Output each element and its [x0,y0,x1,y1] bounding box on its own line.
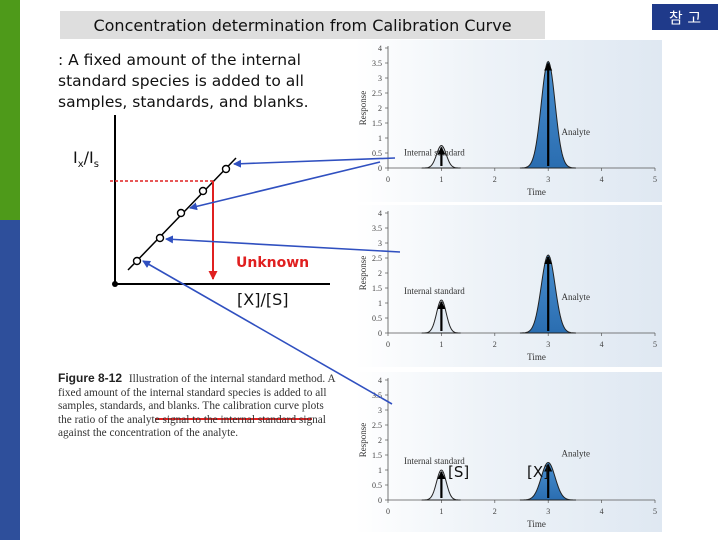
chrom-x-tick-label: 4 [600,507,604,516]
internal-standard-label: Internal standard [404,456,465,466]
chromatogram-1: 4 3.5 3 2.5 2 1.5 1 0.5 00 1 2 3 4 5 Response Time Inter… [358,44,657,197]
peak-height-arrowhead [544,256,553,264]
calib-y-label-main: I [73,148,78,167]
chrom-y-tick-label: 3.5 [372,224,382,233]
chrom-y-label: Response [358,256,368,291]
arrow-panel3-to-point [142,260,393,405]
chrom-x-tick-label: 4 [600,340,604,349]
chrom-y-tick-label: 2.5 [372,421,382,430]
calib-y-label-sub-x: x [77,159,84,171]
accent-bar-green [0,0,20,220]
chrom-y-tick-label: 1 [378,466,382,475]
internal-standard-label: Internal standard [404,286,465,296]
chrom-y-tick-label: 0 [378,164,382,173]
chrom-y-label: Response [358,423,368,458]
slide-title-text: Concentration determination from Calibra… [93,15,512,35]
chrom-x-label: Time [527,519,546,529]
chrom-y-tick-label: 4 [378,376,382,385]
chrom-x-tick-label: 0 [386,507,390,516]
chrom-y-tick-label: 3.5 [372,59,382,68]
reference-badge-text: 참 고 [668,8,702,27]
chromatogram-panel-3 [355,372,662,532]
chrom-y-tick-label: 3 [378,74,382,83]
figure-number: Figure 8-12 [58,371,123,385]
chrom-y-tick-label: 2.5 [372,89,382,98]
s-marker-label: [S] [448,463,470,481]
arrow-panel1-to-unknown [189,161,381,211]
chrom-y-tick-label: 0 [378,329,382,338]
chrom-y-tick-label: 3 [378,406,382,415]
analyte-label: Analyte [562,127,591,137]
chromatogram-2: 4 3.5 3 2.5 2 1.5 1 0.5 00 1 2 3 4 5 Response Time Inter… [358,209,657,362]
chromatogram-3: 43.532.521.510.50012345ResponseTimeInter… [358,376,657,529]
chrom-y-tick-label: 0.5 [372,314,382,323]
description: : A fixed amount of the internal standar… [58,51,309,111]
chrom-x-tick-label: 1 [439,507,443,516]
calib-origin [112,281,118,287]
chrom-y-tick-label: 1 [378,134,382,143]
chromatogram-panel-1 [355,40,662,202]
chrom-y-tick-label: 4 [378,44,382,53]
chrom-x-tick-label: 2 [493,507,497,516]
calib-x-label: [X]/[S] [237,290,289,309]
unknown-label: Unknown [236,255,310,271]
calib-point [176,208,186,218]
chrom-y-tick-label: 0.5 [372,481,382,490]
chrom-x-tick-label: 3 [546,340,550,349]
chrom-x-label: Time [527,352,546,362]
chrom-y-tick-label: 1.5 [372,284,382,293]
chrom-x-tick-label: 0 [386,175,390,184]
chrom-x-tick-label: 1 [439,340,443,349]
chrom-x-tick-label: 2 [493,175,497,184]
chrom-y-tick-label: 2 [378,104,382,113]
chrom-x-tick-label: 5 [653,507,657,516]
chrom-x-tick-label: 5 [653,175,657,184]
peak-height-arrowhead [544,62,553,71]
accent-bar-blue [0,220,20,540]
calib-y-label-sub-s: s [93,159,99,171]
arrow-panel1-to-point [233,157,396,168]
arrow-panel2-to-point [165,235,401,253]
calib-y-label-mid: /I [83,148,94,167]
peak-height-arrowhead [437,146,446,155]
chrom-x-label: Time [527,187,546,197]
calib-y-label: Ix/Is [73,148,99,170]
chrom-y-tick-label: 2.5 [372,254,382,263]
peak-height-arrowhead [437,301,446,309]
analyte-label: Analyte [562,449,591,459]
internal-standard-label: Internal standard [404,148,465,158]
reference-badge: 참 고 [652,4,718,30]
calib-point [155,233,165,243]
chrom-y-tick-label: 1 [378,299,382,308]
slide-title: Concentration determination from Calibra… [60,11,545,39]
figure-caption-text: Illustration of the internal standard me… [58,373,335,440]
figure-caption: Figure 8-12 Illustration of the internal… [58,371,338,441]
chrom-y-tick-label: 2 [378,436,382,445]
chrom-x-tick-label: 4 [600,175,604,184]
peak-height-arrowhead [544,463,553,472]
x-marker-label: [X] [527,463,549,481]
calib-point [132,256,142,266]
chrom-x-tick-label: 3 [546,175,550,184]
chrom-y-tick-label: 4 [378,209,382,218]
chromatogram-panel-2 [355,205,662,367]
chrom-x-tick-label: 1 [439,175,443,184]
chrom-y-tick-label: 3 [378,239,382,248]
calib-point [198,186,208,196]
chrom-x-tick-label: 3 [546,507,550,516]
chrom-y-tick-label: 1.5 [372,119,382,128]
calib-point [221,164,231,174]
chrom-x-tick-label: 2 [493,340,497,349]
chrom-y-tick-label: 0.5 [372,149,382,158]
peak-height-arrowhead [437,471,446,479]
chrom-y-tick-label: 1.5 [372,451,382,460]
chrom-y-tick-label: 2 [378,269,382,278]
analyte-label: Analyte [562,292,591,302]
chrom-y-label: Response [358,91,368,126]
chrom-x-tick-label: 0 [386,340,390,349]
chrom-y-tick-label: 0 [378,496,382,505]
chrom-x-tick-label: 5 [653,340,657,349]
